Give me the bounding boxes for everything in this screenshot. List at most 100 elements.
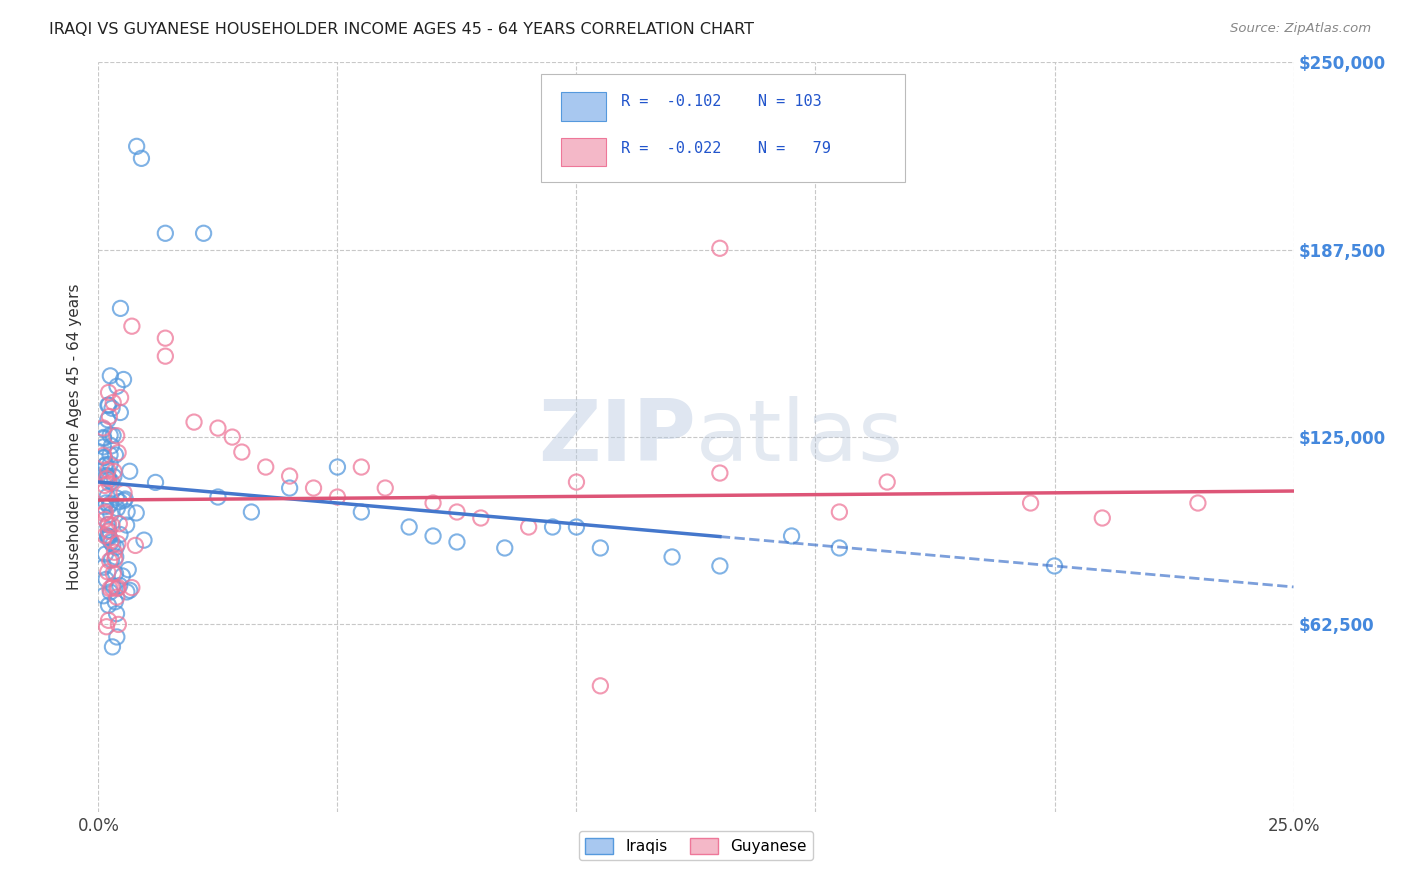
Point — [103, 545, 125, 559]
Point — [254, 460, 277, 475]
Point — [112, 493, 135, 508]
Point — [101, 428, 124, 442]
Point — [125, 506, 148, 520]
Point — [278, 469, 301, 483]
FancyBboxPatch shape — [541, 74, 905, 182]
Point — [517, 520, 540, 534]
Point — [398, 520, 420, 534]
Point — [98, 457, 121, 471]
Point — [97, 523, 120, 537]
Point — [709, 466, 731, 480]
Point — [183, 415, 205, 429]
Point — [207, 490, 229, 504]
Point — [828, 541, 851, 555]
Point — [231, 445, 253, 459]
Point — [1091, 511, 1114, 525]
Point — [94, 478, 117, 492]
Point — [97, 517, 120, 532]
Point — [97, 398, 120, 412]
Point — [100, 475, 122, 489]
Point — [94, 468, 117, 483]
Point — [93, 422, 115, 436]
Point — [93, 440, 115, 454]
Point — [104, 549, 127, 564]
Point — [98, 476, 121, 491]
Point — [101, 538, 124, 552]
Point — [97, 599, 120, 613]
Point — [110, 405, 132, 419]
Point — [118, 464, 141, 478]
Point — [105, 541, 128, 555]
Point — [98, 554, 121, 568]
Text: R =  -0.102    N = 103: R = -0.102 N = 103 — [620, 95, 821, 109]
Bar — [561, 93, 606, 121]
Point — [828, 505, 851, 519]
Point — [145, 475, 167, 490]
Point — [108, 516, 131, 531]
Point — [121, 319, 143, 334]
Point — [98, 448, 121, 462]
Point — [422, 529, 444, 543]
Point — [661, 549, 683, 564]
Point — [100, 533, 122, 548]
Point — [98, 585, 121, 599]
Point — [93, 450, 115, 465]
Point — [876, 475, 898, 489]
Point — [94, 547, 117, 561]
Point — [101, 640, 124, 654]
Point — [470, 511, 492, 525]
Point — [326, 490, 349, 504]
Point — [193, 227, 215, 241]
Point — [96, 620, 118, 634]
Point — [110, 391, 132, 405]
Point — [97, 398, 120, 412]
Point — [125, 139, 148, 153]
Point — [131, 152, 153, 166]
Point — [221, 430, 243, 444]
Point — [100, 497, 122, 511]
Point — [107, 617, 129, 632]
Point — [93, 450, 115, 465]
Point — [124, 538, 146, 552]
Point — [350, 460, 373, 475]
Point — [98, 428, 121, 442]
Point — [93, 560, 115, 574]
Point — [541, 520, 564, 534]
Point — [105, 582, 128, 596]
Bar — [561, 138, 606, 167]
Point — [589, 541, 612, 555]
Point — [105, 491, 128, 505]
Point — [207, 421, 229, 435]
Point — [93, 500, 115, 514]
Point — [103, 566, 125, 581]
Point — [107, 445, 129, 459]
Point — [98, 473, 121, 487]
Point — [494, 541, 516, 555]
Point — [97, 613, 120, 627]
Point — [97, 530, 120, 544]
Point — [97, 463, 120, 477]
Text: ZIP: ZIP — [538, 395, 696, 479]
Y-axis label: Householder Income Ages 45 - 64 years: Householder Income Ages 45 - 64 years — [67, 284, 83, 591]
Point — [104, 552, 127, 566]
Point — [100, 507, 122, 521]
Point — [98, 531, 121, 545]
Point — [422, 496, 444, 510]
Point — [93, 484, 115, 499]
Text: IRAQI VS GUYANESE HOUSEHOLDER INCOME AGES 45 - 64 YEARS CORRELATION CHART: IRAQI VS GUYANESE HOUSEHOLDER INCOME AGE… — [49, 22, 754, 37]
Point — [278, 481, 301, 495]
Point — [97, 470, 120, 484]
Point — [97, 517, 120, 532]
Point — [105, 630, 128, 644]
Point — [93, 507, 115, 521]
Point — [101, 518, 124, 533]
Point — [565, 475, 588, 489]
Point — [94, 512, 117, 526]
Point — [94, 529, 117, 543]
Text: atlas: atlas — [696, 395, 904, 479]
Point — [100, 439, 122, 453]
Point — [98, 582, 121, 596]
Point — [114, 491, 136, 506]
Point — [96, 529, 118, 543]
Point — [103, 465, 125, 479]
